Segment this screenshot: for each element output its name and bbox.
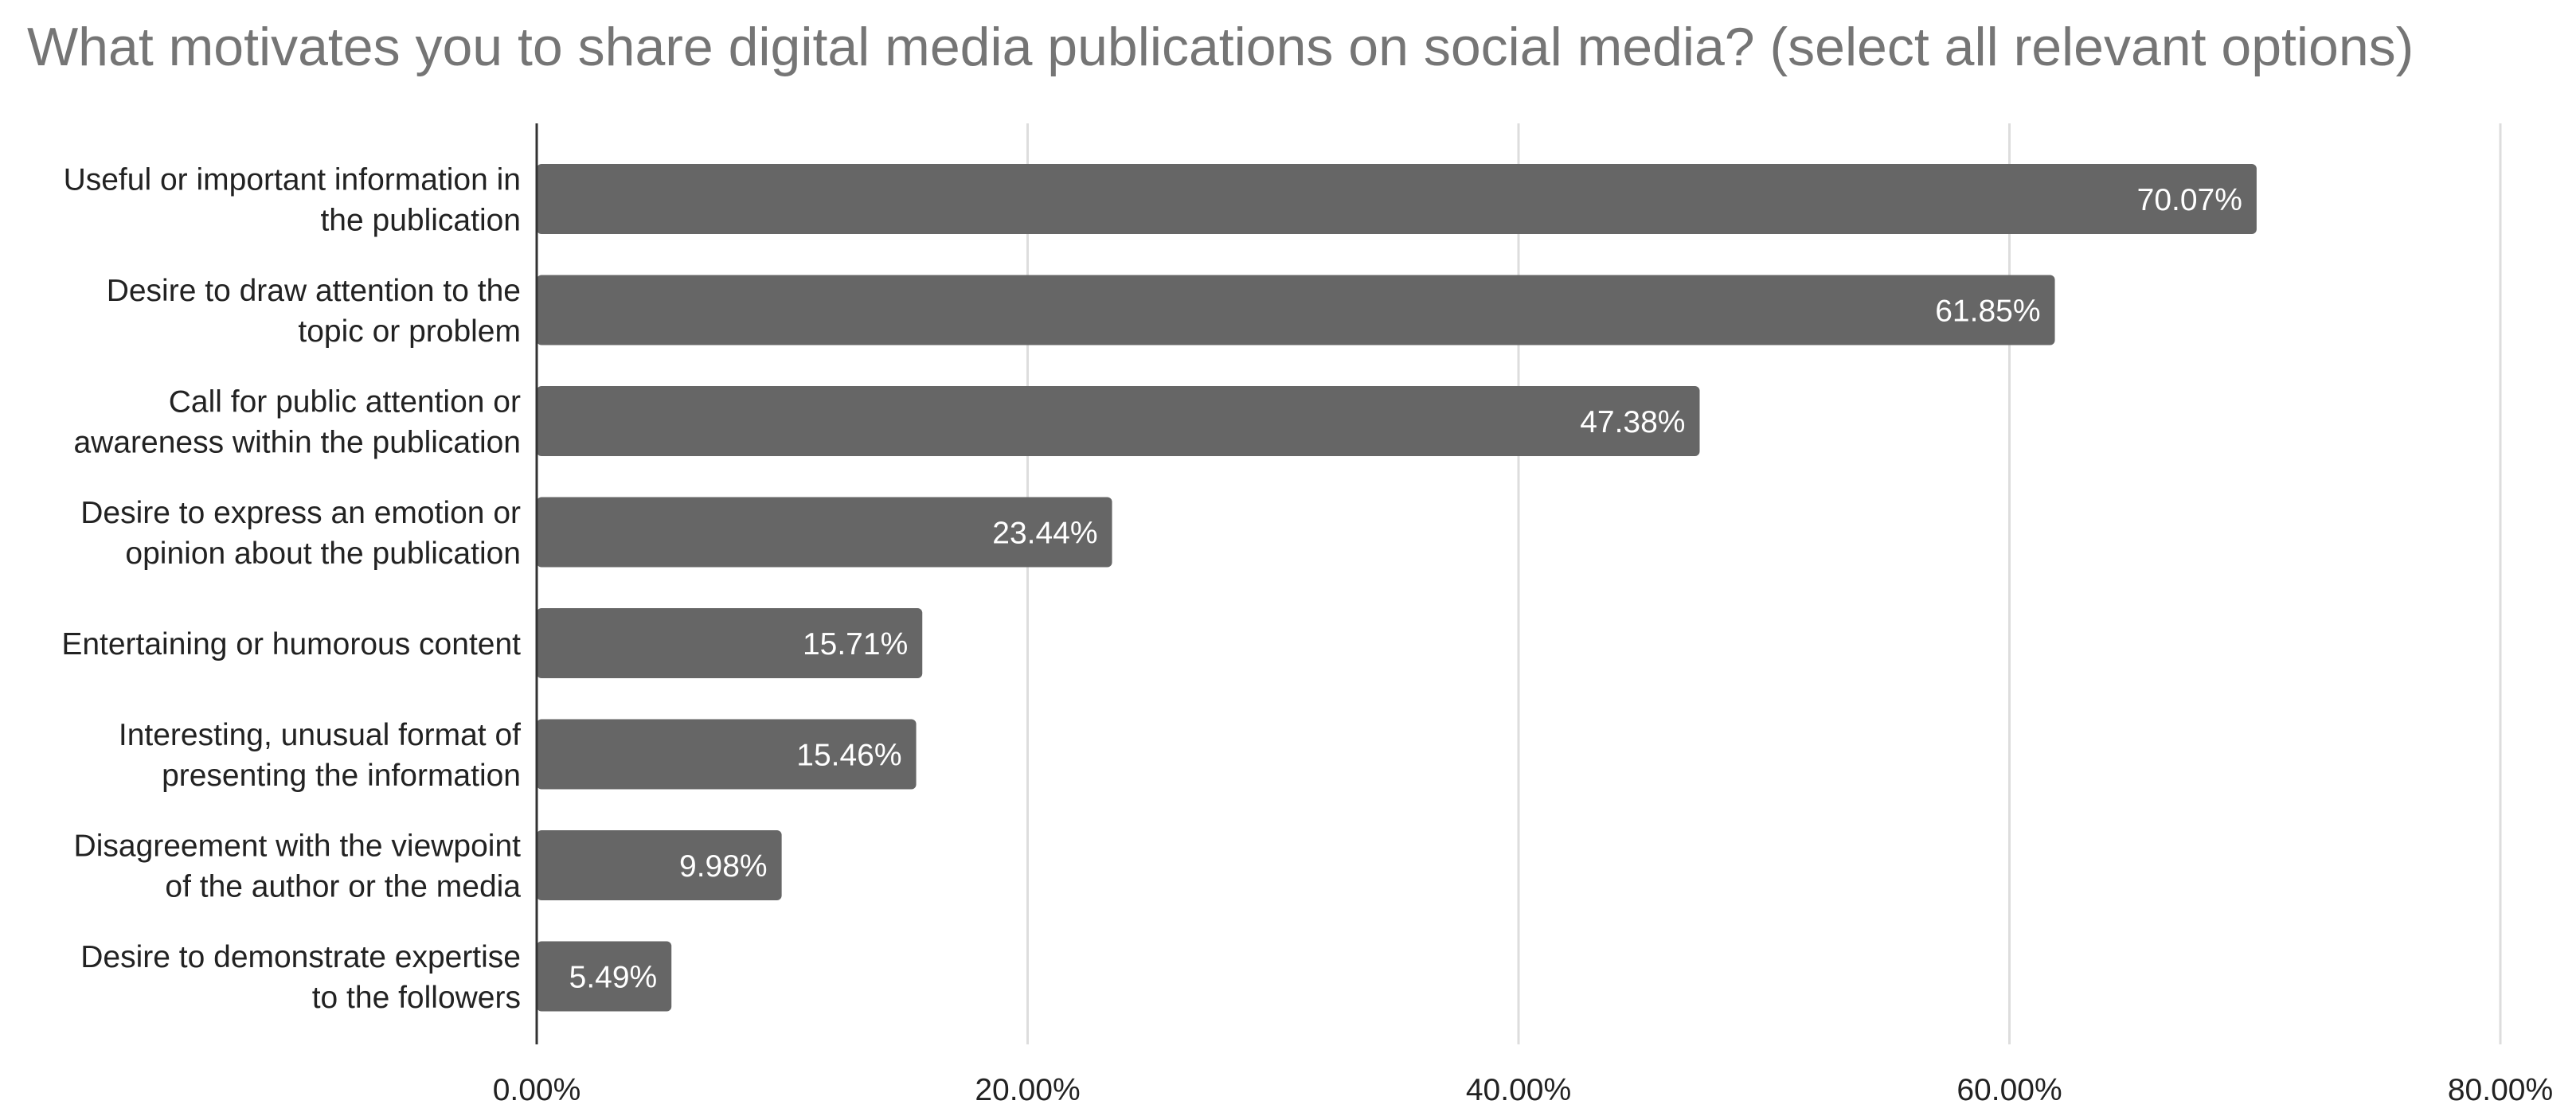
x-tick-label: 0.00% [493, 1073, 581, 1107]
x-tick-label: 80.00% [2448, 1073, 2553, 1107]
bar [537, 164, 2257, 234]
bars: 70.07% 61.85% 47.38% 23.44% 15.71% 15.46% 9.98… [537, 164, 2257, 1012]
bar [537, 275, 2055, 345]
data-label: 23.44% [992, 517, 1097, 551]
category-label: Entertaining or humorous content [61, 627, 521, 661]
bar [537, 497, 1112, 568]
bar [537, 941, 672, 1012]
category-label: Desire to express an emotion or [80, 496, 521, 530]
x-tick-label: 60.00% [1956, 1073, 2062, 1107]
category-label: Call for public attention or [169, 385, 521, 420]
category-label: Useful or important information in [64, 163, 521, 197]
category-label: awareness within the publication [73, 426, 521, 460]
data-label: 9.98% [679, 849, 768, 884]
category-label: opinion about the publication [125, 537, 521, 571]
bar [537, 719, 917, 790]
category-label: Desire to demonstrate expertise [80, 940, 521, 974]
category-label: of the author or the media [165, 870, 521, 904]
category-label: Disagreement with the viewpoint [74, 829, 522, 864]
data-label: 15.46% [796, 739, 901, 773]
category-label: Interesting, unusual format of [119, 718, 521, 752]
x-tick-label: 20.00% [975, 1073, 1080, 1107]
category-label: Desire to draw attention to the [107, 274, 521, 308]
chart-title: What motivates you to share digital medi… [27, 17, 2414, 77]
x-tick-label: 40.00% [1466, 1073, 1571, 1107]
grid-lines [1026, 123, 2502, 1044]
data-label: 70.07% [2137, 183, 2242, 217]
data-label: 5.49% [569, 961, 658, 995]
category-labels: Useful or important information in the pu… [61, 163, 521, 1016]
category-label: the publication [320, 204, 521, 238]
category-label: presenting the information [162, 759, 521, 793]
bar [537, 386, 1700, 456]
bar [537, 608, 923, 678]
data-label: 47.38% [1580, 405, 1685, 439]
x-tick-labels: 0.00% 20.00% 40.00% 60.00% 80.00% [493, 1073, 2553, 1107]
category-label: topic or problem [298, 314, 521, 349]
data-label: 15.71% [803, 627, 908, 661]
category-label: to the followers [312, 981, 521, 1015]
bar [537, 830, 782, 900]
data-label: 61.85% [1935, 295, 2040, 329]
